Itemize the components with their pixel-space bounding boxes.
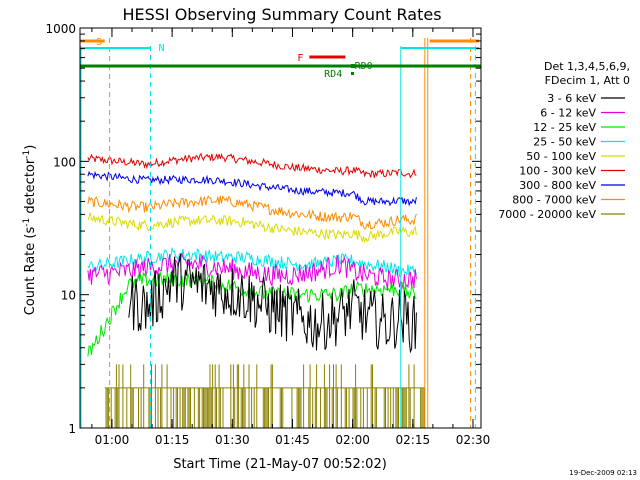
flag-label-rd4: RD4 [324,69,342,80]
chart-title: HESSI Observing Summary Count Rates [122,5,441,24]
flag-label-s: S [96,37,102,48]
y-axis-label-main: Count Rate (s [23,227,38,316]
y-axis-label: Count Rate (s-1 detector-1) [22,145,38,316]
legend-entry-label: 100 - 300 keV [519,165,596,178]
x-tick-label: 01:30 [215,433,250,447]
plot-frame [79,27,482,429]
flag-label-n: N [158,43,164,54]
y-tick-label: 1 [68,422,76,436]
y-axis-label-sup1: -1 [22,218,32,227]
x-tick-label: 02:30 [456,433,491,447]
x-tick-label: 01:15 [155,433,190,447]
overlay-layer: S N F RD0 RD4 [80,37,481,428]
legend-entry-label: 6 - 12 keV [540,107,596,120]
flag-label-f: F [297,53,303,64]
render-timestamp: 19-Dec-2009 02:13 [569,469,637,477]
legend-entry-label: 800 - 7000 keV [512,194,596,207]
legend-header-line1: Det 1,3,4,5,6,9, [544,60,630,73]
series-line [87,152,417,179]
y-axis-label-mid: detector [23,158,38,218]
x-tick-label: 02:00 [335,433,370,447]
y-tick-label: 100 [53,155,76,169]
x-tick-label: 01:00 [95,433,130,447]
legend-header-line2: FDecim 1, Att 0 [545,74,630,87]
legend-entry-label: 3 - 6 keV [547,92,596,105]
x-tick-label: 02:15 [396,433,431,447]
legend-entry-label: 12 - 25 keV [533,121,596,134]
series-line [87,252,417,290]
rd4-mark [350,72,354,75]
series-line [87,195,417,230]
flag-label-rd0: RD0 [355,61,373,72]
legend-entry-label: 300 - 800 keV [519,179,596,192]
legend-entry-label: 25 - 50 keV [533,136,596,149]
y-axis-label-sup2: -1 [22,150,32,159]
y-tick-label: 1000 [45,22,76,36]
y-tick-label: 10 [61,289,76,303]
rd0-mark [350,64,355,68]
series-line [128,254,417,354]
legend-entry-label: 50 - 100 keV [526,150,596,163]
series-line [87,212,417,244]
x-tick-label: 01:45 [275,433,310,447]
series-layer [87,152,425,428]
y-axis-label-end: ) [23,145,38,150]
series-line [87,170,417,207]
series-line [87,246,417,278]
legend-entry-label: 7000 - 20000 keV [498,208,596,221]
x-axis-label: Start Time (21-May-07 00:52:02) [173,457,387,472]
legend: Det 1,3,4,5,6,9, FDecim 1, Att 0 3 - 6 k… [498,60,630,221]
axes-layer: 1 10 100 1000 01:00 01:15 01:30 01:45 02:00 02:15… [45,22,490,447]
